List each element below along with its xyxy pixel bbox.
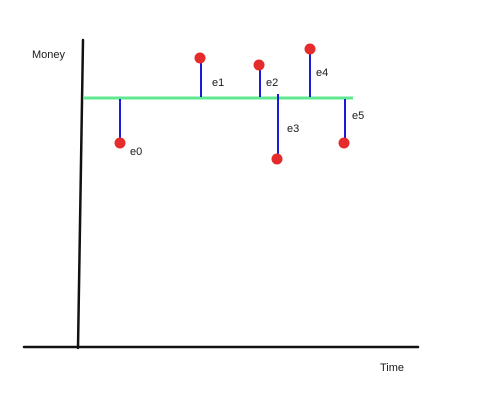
residual-e5: e5	[338, 99, 364, 149]
y-axis	[76, 38, 85, 350]
residual-point	[194, 52, 206, 64]
x-axis-label: Time	[380, 362, 404, 374]
residual-label: e5	[352, 110, 364, 122]
residual-label: e4	[316, 67, 328, 79]
residual-label: e0	[130, 146, 142, 158]
residual-point	[338, 137, 350, 149]
y-axis-label: Money	[32, 49, 66, 61]
residual-label: e2	[266, 77, 278, 89]
residual-label: e1	[212, 77, 224, 89]
residual-point	[114, 137, 126, 149]
residual-label: e3	[287, 123, 299, 135]
residual-e4: e4	[304, 43, 328, 97]
residual-point	[253, 59, 265, 71]
residual-e2: e2	[253, 59, 278, 97]
residual-e1: e1	[194, 52, 224, 97]
residual-point	[304, 43, 316, 55]
residual-point	[271, 153, 283, 165]
residual-e3: e3	[271, 94, 299, 165]
residual-e0: e0	[114, 99, 142, 158]
